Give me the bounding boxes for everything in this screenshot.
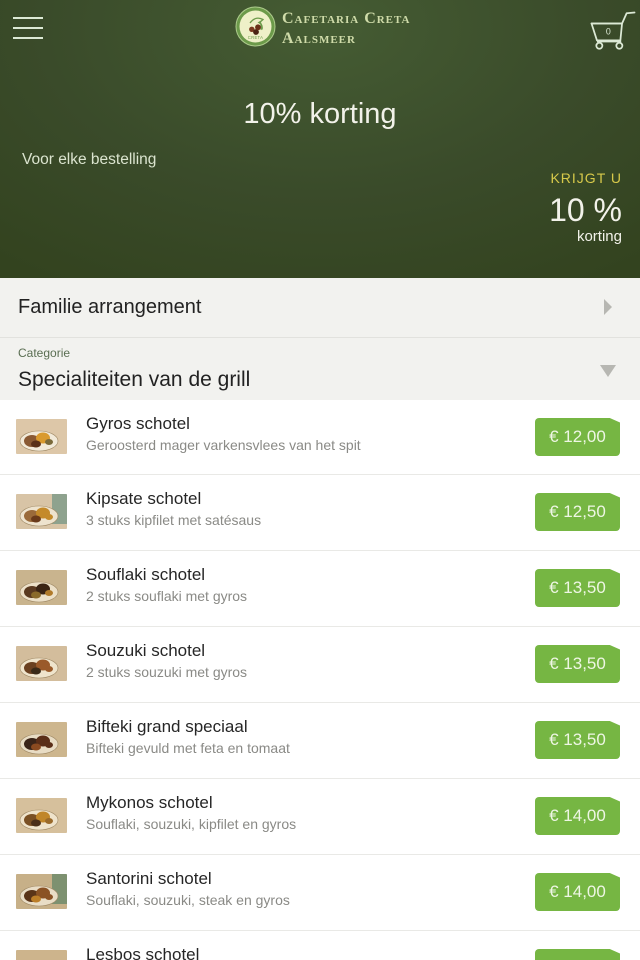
svg-text:0: 0 [606,27,611,37]
svg-text:CRETA: CRETA [248,35,263,40]
